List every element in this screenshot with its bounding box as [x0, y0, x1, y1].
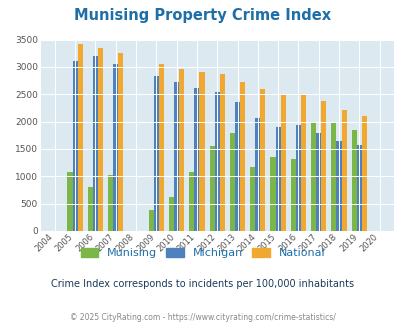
Text: © 2025 CityRating.com - https://www.cityrating.com/crime-statistics/: © 2025 CityRating.com - https://www.city… [70, 314, 335, 322]
Bar [229, 133, 234, 231]
Bar [118, 53, 123, 231]
Bar [255, 118, 260, 231]
Bar [87, 187, 93, 231]
Text: Crime Index corresponds to incidents per 100,000 inhabitants: Crime Index corresponds to incidents per… [51, 279, 354, 289]
Bar [153, 76, 158, 231]
Bar [93, 56, 98, 231]
Bar [67, 173, 72, 231]
Bar [158, 64, 164, 231]
Bar [295, 125, 300, 231]
Bar [330, 123, 336, 231]
Text: Munising Property Crime Index: Munising Property Crime Index [74, 8, 331, 23]
Bar [148, 210, 153, 231]
Bar [249, 167, 255, 231]
Bar [336, 141, 341, 231]
Bar [275, 126, 280, 231]
Bar [194, 88, 199, 231]
Bar [189, 173, 194, 231]
Bar [77, 44, 83, 231]
Bar [260, 89, 265, 231]
Bar [174, 82, 179, 231]
Bar [234, 103, 239, 231]
Bar [361, 115, 366, 231]
Bar [214, 92, 219, 231]
Bar [290, 159, 295, 231]
Bar [98, 49, 103, 231]
Bar [351, 130, 356, 231]
Bar [209, 146, 214, 231]
Bar [310, 122, 315, 231]
Bar [315, 133, 320, 231]
Bar [179, 69, 184, 231]
Bar [108, 175, 113, 231]
Bar [168, 197, 174, 231]
Bar [320, 101, 326, 231]
Bar [341, 110, 346, 231]
Bar [199, 72, 204, 231]
Legend: Munising, Michigan, National: Munising, Michigan, National [76, 243, 329, 262]
Bar [113, 64, 118, 231]
Bar [300, 95, 305, 231]
Bar [239, 82, 245, 231]
Bar [280, 94, 285, 231]
Bar [72, 61, 77, 231]
Bar [356, 145, 361, 231]
Bar [270, 157, 275, 231]
Bar [219, 74, 224, 231]
